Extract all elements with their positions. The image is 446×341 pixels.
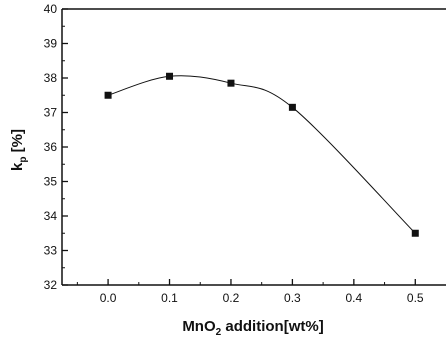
- x-axis-label: MnO2 addition[wt%]: [182, 318, 323, 338]
- y-tick-label: 39: [44, 37, 58, 51]
- x-tick-label: 0.4: [345, 291, 362, 305]
- data-point: [104, 91, 112, 99]
- series-line: [107, 75, 416, 234]
- y-tick-label: 40: [44, 2, 58, 16]
- x-axis-label-sub: 2: [216, 327, 222, 338]
- y-axis-label-sub: p: [18, 157, 29, 163]
- y-tick-label: 34: [44, 209, 58, 223]
- y-axis-label: kp [%]: [9, 129, 29, 171]
- y-axis-label-rest: [%]: [9, 129, 26, 157]
- x-axis-label-rest: addition[wt%]: [221, 318, 323, 335]
- y-tick-label: 35: [44, 175, 58, 189]
- x-tick-label: 0.3: [284, 291, 301, 305]
- x-axis-ticks: 0.0 0.1 0.2 0.3 0.4 0.5: [76, 279, 424, 305]
- y-tick-label: 36: [44, 140, 58, 154]
- x-tick-label: 0.1: [161, 291, 178, 305]
- y-tick-label: 38: [44, 71, 58, 85]
- y-axis-ticks: 32 33 34 35 36 37 38 39 40: [44, 2, 68, 292]
- data-point: [166, 72, 174, 80]
- plot-area: [61, 8, 446, 286]
- y-tick-label: 37: [44, 106, 58, 120]
- y-axis-label-main: k: [9, 162, 26, 171]
- x-tick-label: 0.5: [407, 291, 424, 305]
- data-point: [227, 79, 235, 87]
- data-point: [411, 229, 419, 237]
- x-axis-label-main: MnO: [182, 318, 216, 335]
- y-tick-label: 32: [44, 278, 58, 292]
- y-tick-label: 33: [44, 244, 58, 258]
- data-point: [288, 103, 296, 111]
- x-tick-label: 0.2: [223, 291, 240, 305]
- x-tick-label: 0.0: [100, 291, 117, 305]
- series-layer: [104, 72, 419, 237]
